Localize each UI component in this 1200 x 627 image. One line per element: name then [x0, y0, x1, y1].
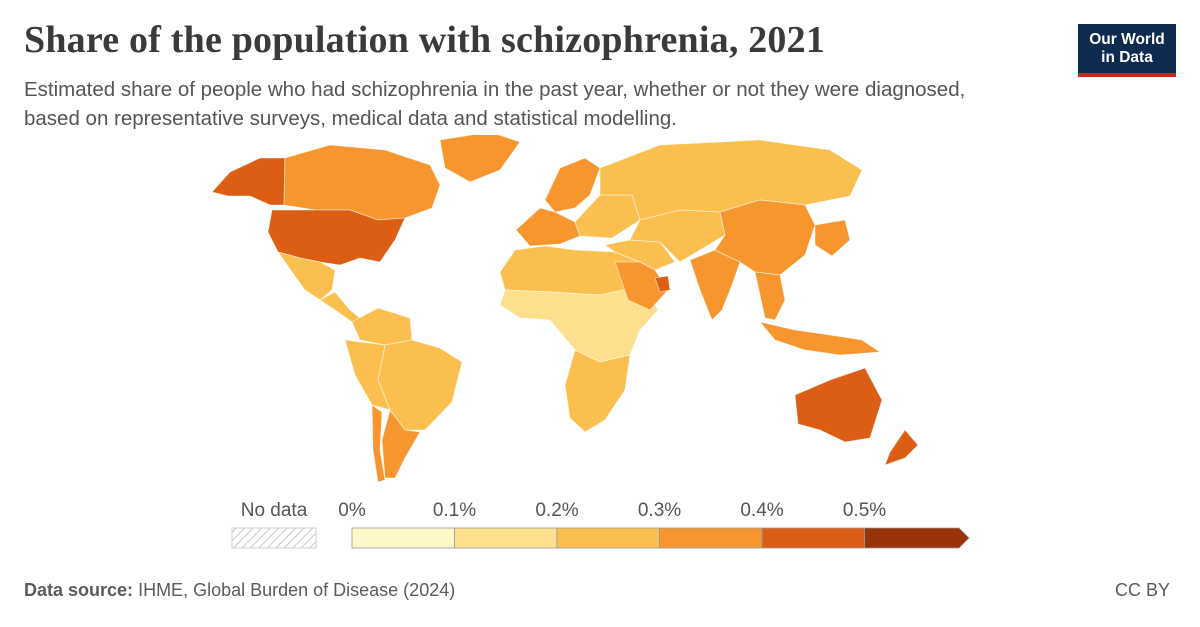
- region-canada[interactable]: [283, 144, 441, 221]
- owid-logo[interactable]: Our World in Data: [1078, 24, 1176, 77]
- footer-source: Data source: IHME, Global Burden of Dise…: [24, 580, 455, 601]
- logo-line-1: Our World: [1089, 30, 1165, 48]
- region-japan-korea[interactable]: [814, 219, 851, 257]
- legend-bin-2: [556, 527, 660, 549]
- region-eastern-europe[interactable]: [574, 194, 641, 239]
- license[interactable]: CC BY: [1114, 580, 1170, 600]
- region-chile[interactable]: [371, 404, 386, 483]
- source-label: Data source:: [24, 580, 134, 600]
- legend-tick-label: 0.5%: [843, 500, 886, 521]
- region-australia[interactable]: [794, 367, 883, 443]
- color-legend: No data 0% 0.1% 0.2% 0.3% 0.4% 0.5%: [231, 500, 970, 549]
- region-western-europe[interactable]: [515, 207, 581, 247]
- legend-bin-5: [864, 527, 970, 549]
- legend-tick-label: 0.2%: [535, 500, 578, 521]
- region-central-asia[interactable]: [629, 209, 726, 263]
- legend-no-data-label: No data: [241, 500, 308, 521]
- legend-bin-3: [659, 527, 763, 549]
- chart-subtitle: Estimated share of people who had schizo…: [24, 78, 966, 130]
- legend-bin-1: [454, 527, 558, 549]
- legend-tick-label: 0.1%: [433, 500, 476, 521]
- region-scandinavia[interactable]: [544, 157, 601, 213]
- region-alaska[interactable]: [211, 157, 286, 206]
- chart-title: Share of the population with schizophren…: [24, 19, 826, 61]
- region-uae[interactable]: [654, 275, 671, 293]
- region-southern-africa[interactable]: [564, 349, 631, 433]
- region-india[interactable]: [689, 249, 741, 321]
- region-indonesia[interactable]: [758, 321, 882, 356]
- region-argentina[interactable]: [381, 409, 421, 479]
- region-new-zealand[interactable]: [884, 429, 919, 466]
- legend-tick-label: 0%: [338, 500, 366, 521]
- region-southeast-asia[interactable]: [754, 271, 786, 321]
- logo-line-2: in Data: [1101, 48, 1153, 66]
- region-central-america[interactable]: [319, 291, 361, 323]
- legend-tick-label: 0.3%: [638, 500, 681, 521]
- source-text[interactable]: IHME, Global Burden of Disease (2024): [138, 580, 456, 600]
- world-map[interactable]: [0, 135, 1200, 485]
- legend-bin-0: [351, 527, 455, 549]
- region-colombia-venezuela[interactable]: [351, 307, 413, 346]
- region-russia[interactable]: [599, 139, 863, 221]
- legend-tick-label: 0.4%: [740, 500, 783, 521]
- legend-bin-4: [761, 527, 865, 549]
- legend-no-data-swatch: [231, 527, 317, 549]
- region-greenland[interactable]: [439, 135, 521, 183]
- region-mexico[interactable]: [277, 251, 336, 301]
